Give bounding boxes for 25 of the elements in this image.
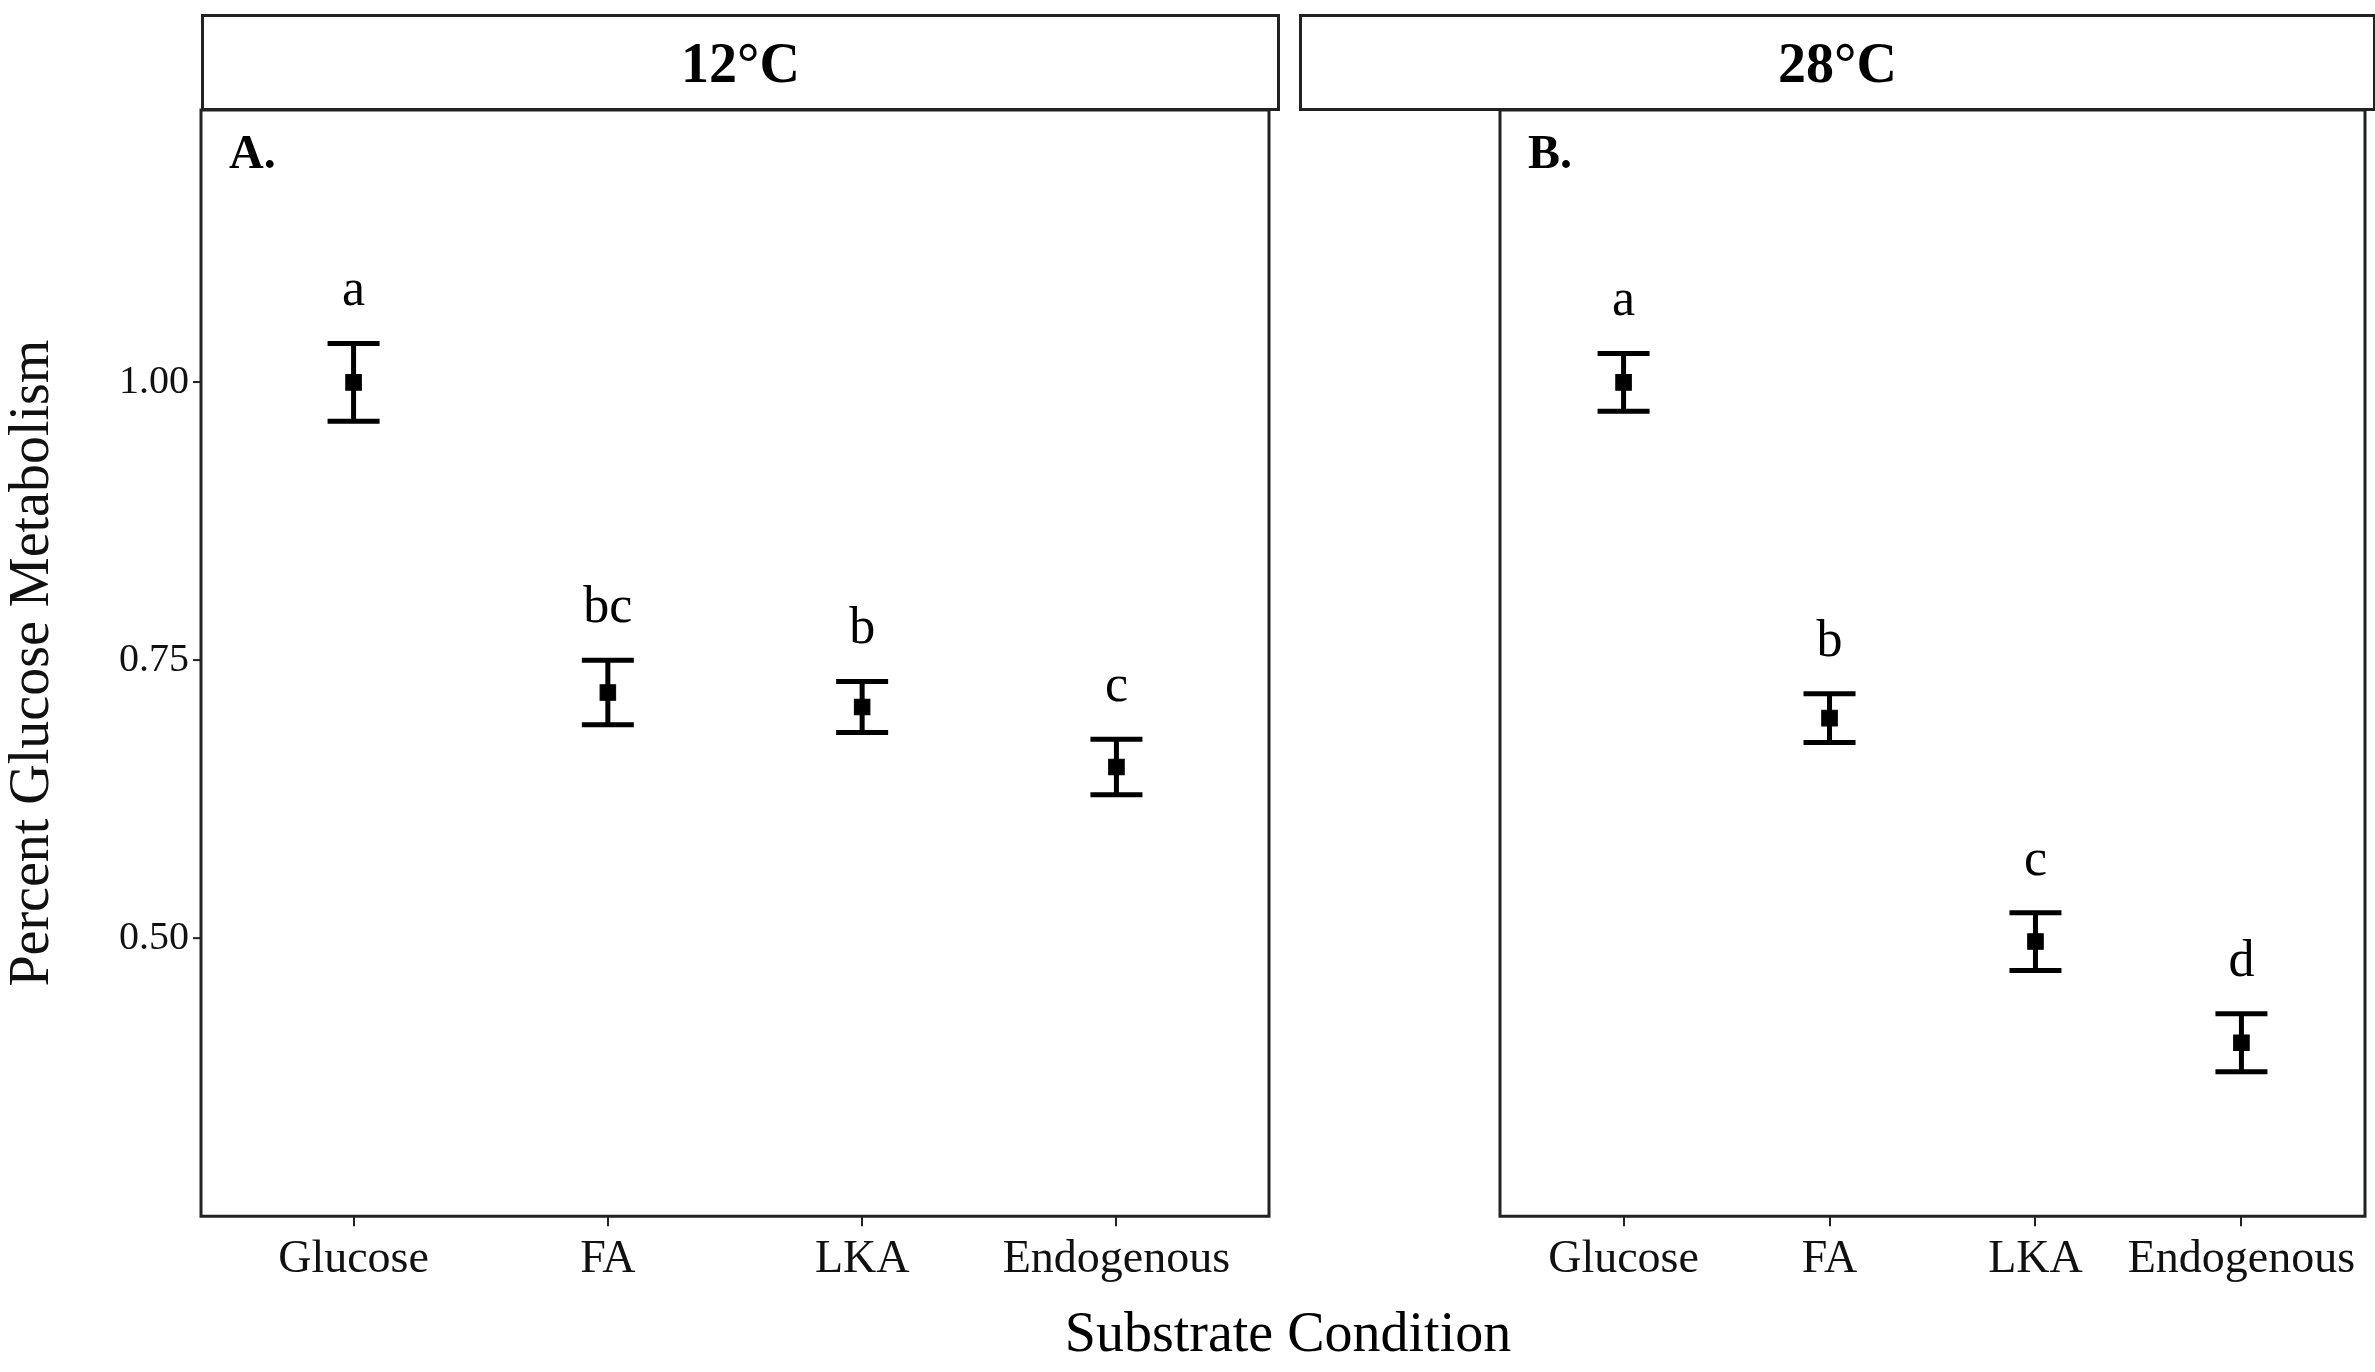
annotation: bc xyxy=(583,576,633,634)
annotation: c xyxy=(2023,828,2048,886)
annotation: b xyxy=(849,597,876,655)
annotation: a xyxy=(342,259,366,317)
x-tick-label: Endogenous xyxy=(2127,1230,2356,1282)
x-tick-label: Endogenous xyxy=(1002,1230,1231,1282)
y-tick-label: 0.50 xyxy=(119,912,189,958)
y-tick-label: 0.75 xyxy=(119,634,189,680)
y-tick-label: 1.00 xyxy=(119,356,189,402)
x-axis-title: Substrate Condition xyxy=(1063,1300,1513,1364)
x-tick-label: FA xyxy=(1801,1230,1858,1282)
x-tick-label: LKA xyxy=(1988,1230,2083,1282)
annotation: B. xyxy=(1528,125,1573,179)
annotation: b xyxy=(1816,609,1843,667)
y-axis-title: Percent Glucose Metabolism xyxy=(0,339,61,987)
x-tick-label: FA xyxy=(580,1230,636,1282)
x-tick-label: Glucose xyxy=(278,1230,429,1282)
annotation: A. xyxy=(229,125,276,179)
annotation: c xyxy=(1104,655,1128,713)
x-tick-label: Glucose xyxy=(1548,1230,1699,1282)
chart-title: 28°C xyxy=(1299,14,2375,111)
chart-title: 12°C xyxy=(201,14,1280,111)
annotation: a xyxy=(1612,269,1636,327)
x-tick-label: LKA xyxy=(814,1230,910,1282)
annotation: d xyxy=(2228,929,2255,987)
